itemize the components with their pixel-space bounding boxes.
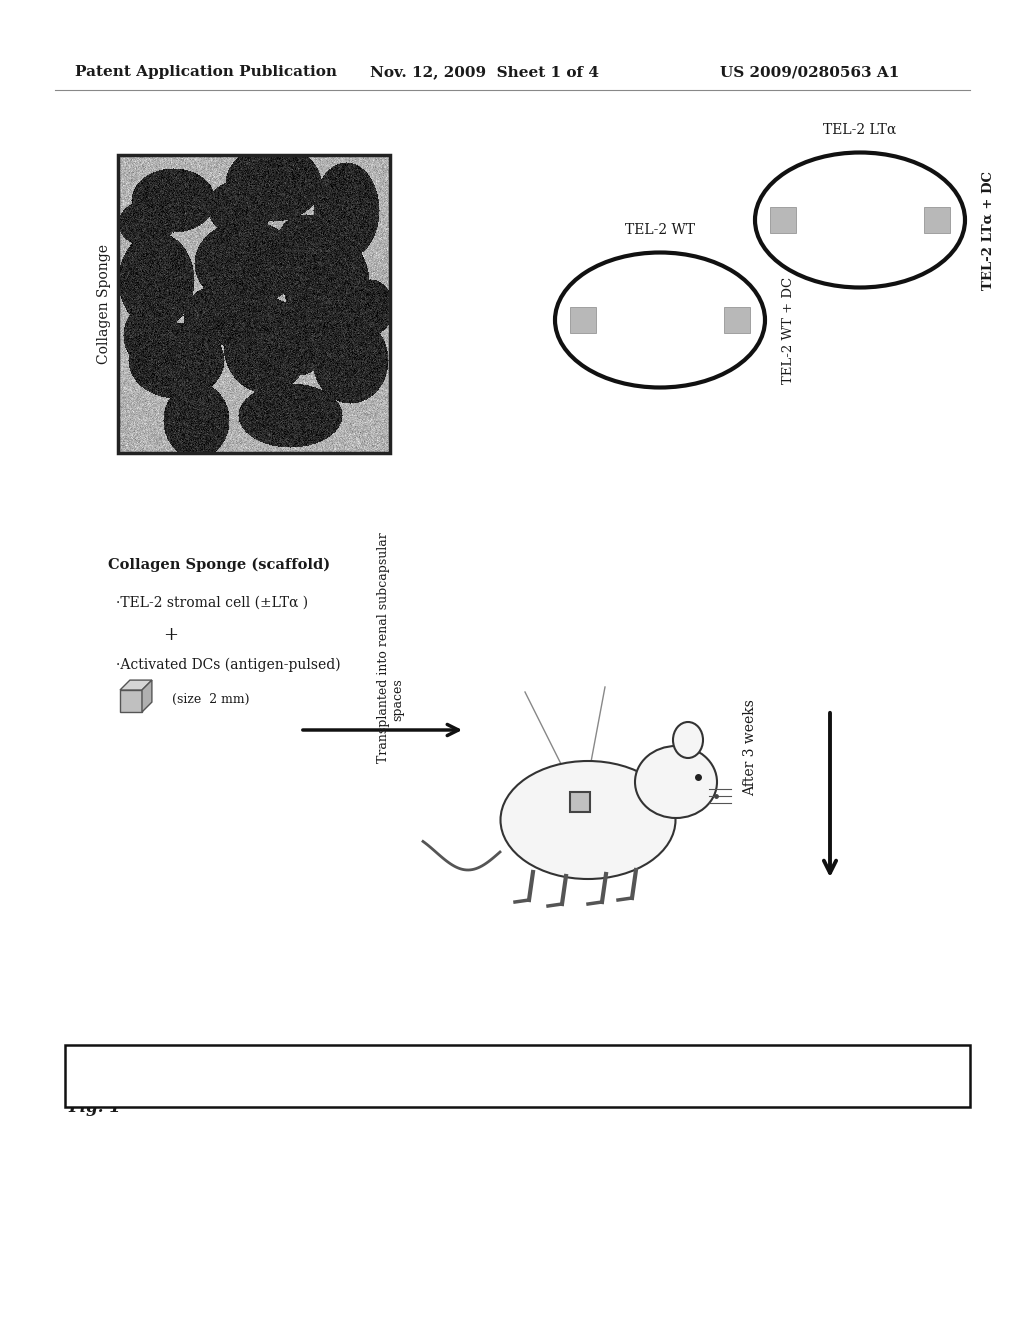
Ellipse shape xyxy=(673,722,703,758)
Bar xyxy=(924,207,950,234)
Text: ·Activated DCs (antigen-pulsed): ·Activated DCs (antigen-pulsed) xyxy=(116,657,341,672)
Text: After 3 weeks: After 3 weeks xyxy=(743,700,757,796)
Text: Patent Application Publication: Patent Application Publication xyxy=(75,65,337,79)
Ellipse shape xyxy=(755,153,965,288)
Text: TEL-2 LTα + DC: TEL-2 LTα + DC xyxy=(981,170,994,289)
Bar xyxy=(724,308,750,333)
Text: TEL-2 LTα: TEL-2 LTα xyxy=(823,123,897,137)
Bar xyxy=(118,154,390,453)
Bar xyxy=(770,207,796,234)
Bar xyxy=(120,690,142,711)
Text: Transplanted sponge pieces were collected—FACS, immunohistochemical analysis, an: Transplanted sponge pieces were collecte… xyxy=(155,1069,880,1082)
Ellipse shape xyxy=(635,746,717,818)
Text: TEL-2 WT + DC: TEL-2 WT + DC xyxy=(781,276,795,384)
Text: Nov. 12, 2009  Sheet 1 of 4: Nov. 12, 2009 Sheet 1 of 4 xyxy=(370,65,599,79)
Text: Fig. 1: Fig. 1 xyxy=(68,1100,121,1117)
Text: Collagen Sponge: Collagen Sponge xyxy=(97,244,111,364)
Text: (size  2 mm): (size 2 mm) xyxy=(172,693,250,705)
Text: US 2009/0280563 A1: US 2009/0280563 A1 xyxy=(720,65,899,79)
Bar xyxy=(65,1045,970,1107)
Polygon shape xyxy=(120,680,152,690)
Bar xyxy=(570,308,596,333)
Text: ·TEL-2 stromal cell (±LTα ): ·TEL-2 stromal cell (±LTα ) xyxy=(116,597,308,610)
Text: Transplanted into renal subcapsular: Transplanted into renal subcapsular xyxy=(377,533,389,763)
Text: TEL-2 WT: TEL-2 WT xyxy=(625,223,695,238)
Polygon shape xyxy=(142,680,152,711)
Ellipse shape xyxy=(501,762,676,879)
Text: +: + xyxy=(163,626,178,644)
Text: spaces: spaces xyxy=(391,678,404,721)
Ellipse shape xyxy=(555,252,765,388)
Text: Collagen Sponge (scaffold): Collagen Sponge (scaffold) xyxy=(108,558,330,572)
Bar xyxy=(570,792,590,812)
